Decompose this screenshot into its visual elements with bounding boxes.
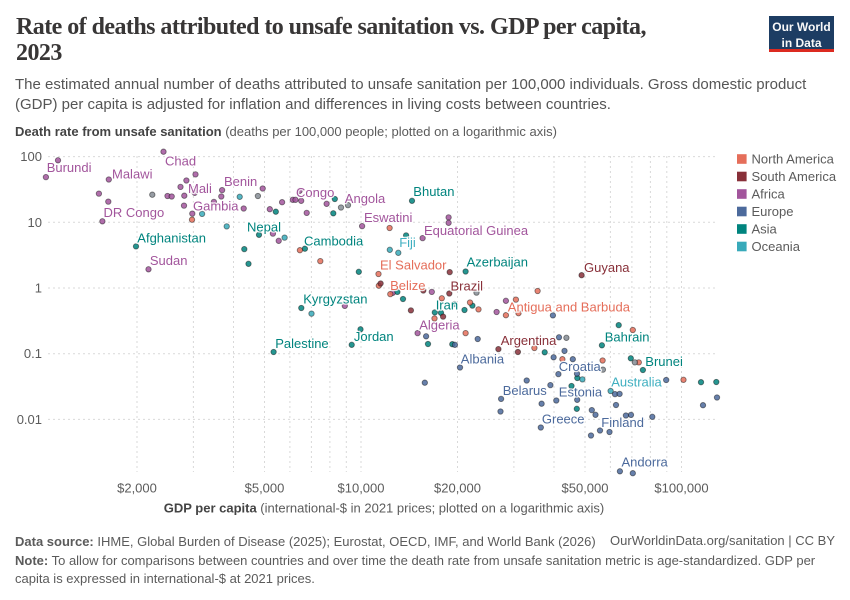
svg-text:Nepal: Nepal [247,220,281,235]
svg-text:Afghanistan: Afghanistan [137,230,206,245]
svg-text:Brazil: Brazil [451,278,484,293]
svg-text:$5,000: $5,000 [245,481,285,496]
svg-text:Finland: Finland [601,415,644,430]
svg-text:Iran: Iran [436,298,458,313]
svg-text:GDP per capita (international-: GDP per capita (international-$ in 2021 … [164,501,605,516]
svg-text:Bahrain: Bahrain [605,329,650,344]
svg-text:Guyana: Guyana [584,260,630,275]
svg-text:100: 100 [20,149,42,164]
svg-text:Belize: Belize [390,278,425,293]
svg-text:Croatia: Croatia [559,359,602,374]
svg-text:Eswatini: Eswatini [364,210,413,225]
svg-text:Oceania: Oceania [752,239,801,254]
svg-text:Benin: Benin [224,174,257,189]
svg-text:Jordan: Jordan [354,329,394,344]
svg-text:Estonia: Estonia [559,385,603,400]
svg-text:Europe: Europe [752,204,794,219]
svg-text:Andorra: Andorra [622,455,669,470]
svg-text:$20,000: $20,000 [434,481,481,496]
svg-text:0.1: 0.1 [24,346,42,361]
svg-text:$100,000: $100,000 [654,481,708,496]
svg-text:$2,000: $2,000 [117,481,157,496]
svg-text:Argentina: Argentina [501,333,557,348]
svg-text:Brunei: Brunei [645,354,683,369]
svg-text:El Salvador: El Salvador [380,258,447,273]
svg-text:Bhutan: Bhutan [413,184,454,199]
svg-text:Mali: Mali [188,181,212,196]
svg-text:Palestine: Palestine [275,336,328,351]
svg-text:Angola: Angola [345,191,386,206]
svg-text:1: 1 [35,281,42,296]
svg-text:Algeria: Algeria [419,317,460,332]
svg-text:10: 10 [28,215,42,230]
svg-text:Belarus: Belarus [503,383,548,398]
svg-text:Cambodia: Cambodia [304,233,364,248]
svg-text:Australia: Australia [611,375,662,390]
svg-text:Antigua and Barbuda: Antigua and Barbuda [508,299,631,314]
svg-text:Malawi: Malawi [112,167,153,182]
svg-text:Kyrgyzstan: Kyrgyzstan [303,292,367,307]
svg-text:$10,000: $10,000 [338,481,385,496]
svg-text:Africa: Africa [752,187,786,202]
svg-text:Equatorial Guinea: Equatorial Guinea [424,223,529,238]
svg-text:Albania: Albania [461,352,505,367]
svg-text:North America: North America [752,152,835,167]
svg-text:Congo: Congo [296,185,334,200]
svg-text:Azerbaijan: Azerbaijan [467,255,528,270]
svg-text:Sudan: Sudan [150,253,188,268]
svg-text:Gambia: Gambia [193,199,239,214]
svg-text:South America: South America [752,169,837,184]
svg-text:Burundi: Burundi [47,160,92,175]
svg-text:$50,000: $50,000 [562,481,609,496]
svg-text:Greece: Greece [542,412,585,427]
svg-text:Fiji: Fiji [399,235,416,250]
svg-text:0.01: 0.01 [17,412,42,427]
svg-text:Chad: Chad [165,153,196,168]
svg-text:DR Congo: DR Congo [104,205,165,220]
svg-text:Asia: Asia [752,222,778,237]
